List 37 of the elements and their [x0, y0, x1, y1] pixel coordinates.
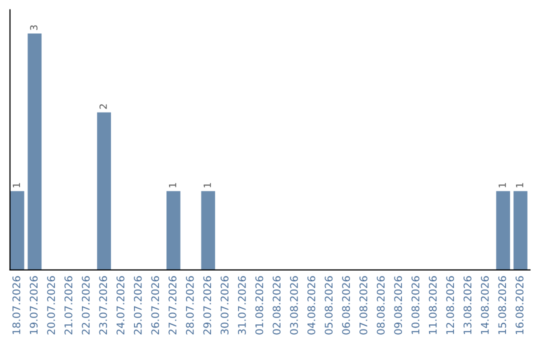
- data-label: 1: [204, 183, 211, 188]
- data-label: 1: [516, 183, 524, 188]
- x-tick-label: 02.08.2026: [272, 276, 281, 334]
- x-tick-label: 18.07.2026: [12, 276, 20, 334]
- data-label: 2: [100, 104, 107, 109]
- x-tick-label: 25.07.2026: [134, 276, 142, 334]
- x-tick-label: 20.07.2026: [47, 276, 56, 334]
- x-tick-label: 23.07.2026: [99, 276, 108, 334]
- x-tick-label: 29.07.2026: [203, 276, 212, 334]
- x-tick-label: 22.07.2026: [82, 276, 90, 334]
- x-tick-label: 05.08.2026: [324, 276, 333, 334]
- data-label: 1: [169, 183, 176, 188]
- x-tick-label: 31.07.2026: [238, 276, 246, 334]
- x-tick-label: 24.07.2026: [116, 276, 124, 334]
- x-tick-label: 13.08.2026: [464, 276, 472, 334]
- x-tick-label: 15.08.2026: [498, 276, 506, 334]
- x-tick-label: 01.08.2026: [255, 276, 264, 334]
- x-tick-label: 10.08.2026: [412, 276, 420, 334]
- x-tick-label: 11.08.2026: [428, 276, 437, 334]
- x-tick-label: 28.07.2026: [186, 276, 194, 334]
- data-label: 3: [30, 25, 38, 30]
- x-tick-label: 19.07.2026: [30, 276, 38, 334]
- x-tick-label: 03.08.2026: [290, 276, 298, 334]
- x-tick-label: 27.07.2026: [168, 276, 176, 334]
- x-tick-label: 26.07.2026: [151, 276, 160, 334]
- data-label: 1: [498, 183, 506, 188]
- x-tick-label: 12.08.2026: [446, 276, 454, 334]
- x-tick-label: 30.07.2026: [220, 276, 229, 334]
- x-tick-label: 14.08.2026: [480, 276, 489, 334]
- x-tick-label: 16.08.2026: [516, 276, 524, 334]
- x-tick-label: 06.08.2026: [342, 276, 350, 334]
- x-tick-label: 04.08.2026: [307, 276, 316, 334]
- x-tick-label: 08.08.2026: [376, 276, 385, 334]
- x-tick-label: 09.08.2026: [394, 276, 402, 334]
- x-tick-label: 21.07.2026: [64, 276, 72, 334]
- x-tick-label: 07.08.2026: [359, 276, 368, 334]
- data-label: 1: [12, 183, 20, 188]
